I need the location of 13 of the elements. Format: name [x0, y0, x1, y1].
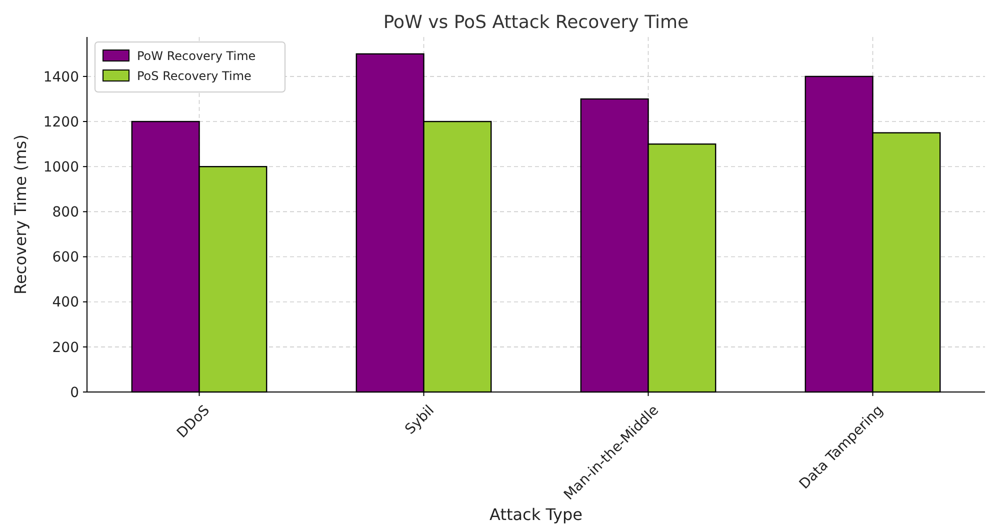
chart-title: PoW vs PoS Attack Recovery Time: [383, 12, 689, 33]
y-tick-label: 1200: [43, 114, 79, 130]
x-axis-title: Attack Type: [490, 505, 582, 524]
y-tick-label: 600: [52, 250, 79, 266]
y-axis-title: Recovery Time (ms): [11, 134, 30, 294]
y-tick-label: 400: [52, 294, 79, 311]
y-tick-label: 0: [70, 384, 79, 401]
legend-label: PoW Recovery Time: [137, 49, 256, 64]
y-tick-label: 1000: [43, 160, 79, 176]
legend-label: PoS Recovery Time: [137, 69, 252, 84]
y-tick-label: 200: [52, 340, 79, 356]
y-tick-label: 1400: [43, 69, 79, 86]
y-tick-label: 800: [52, 204, 79, 221]
